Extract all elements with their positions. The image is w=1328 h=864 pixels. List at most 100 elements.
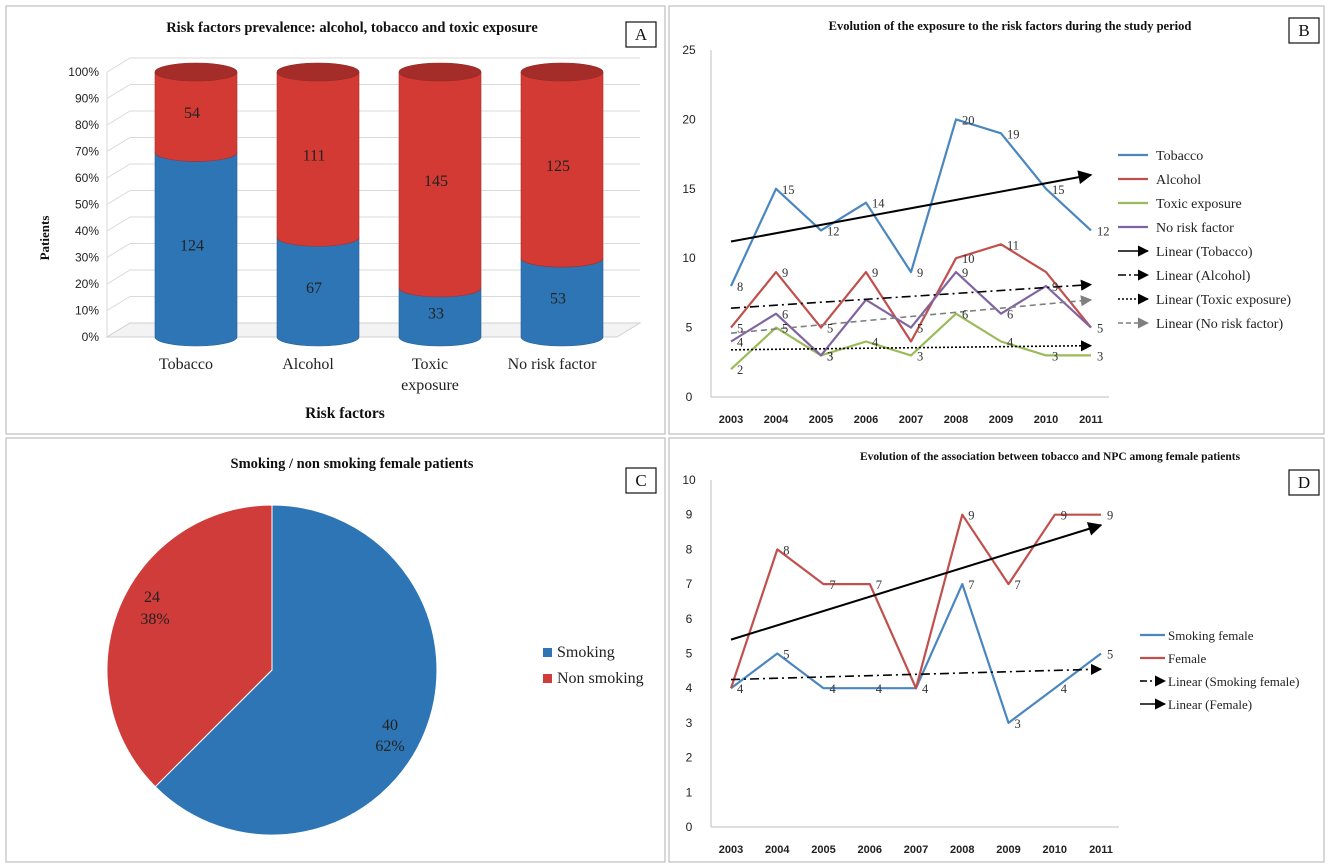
- y-tick-label: 90%: [75, 92, 99, 106]
- data-point-label: 5: [1107, 648, 1113, 662]
- y-tick-label: 100%: [68, 65, 99, 79]
- y-tick-label: 0: [686, 820, 693, 834]
- data-point-label: 9: [917, 266, 923, 280]
- panel-d-letter: D: [1298, 473, 1310, 492]
- data-point-label: 11: [1007, 238, 1019, 252]
- data-point-label: 9: [1107, 509, 1113, 523]
- data-point-label: 15: [782, 183, 795, 197]
- pie-slice-non-smoking: [106, 504, 273, 788]
- x-tick-label: 2008: [950, 844, 974, 856]
- legend-label: Female: [1168, 651, 1206, 666]
- data-point-label: 7: [876, 578, 882, 592]
- data-point-label: 8: [783, 543, 789, 557]
- data-point-label: 4: [1007, 335, 1014, 349]
- x-tick-label: 2006: [854, 414, 878, 426]
- data-point-label: 4: [922, 682, 929, 696]
- x-category-label: No risk factor: [508, 356, 598, 373]
- x-tick-label: 2004: [764, 414, 789, 426]
- data-point-label: 9: [1061, 509, 1067, 523]
- pie-slice-value-label: 24: [144, 589, 160, 606]
- data-point-label: 6: [782, 308, 788, 322]
- x-tick-label: 2007: [904, 844, 928, 856]
- panel-a-bar-chart: 0% 10% 20% 30% 40% 50% 60% 70% 80% 90% 100% 124 54 To…: [68, 57, 642, 394]
- panel-a-letter-box: [625, 21, 657, 48]
- legend-label: Toxic exposure: [1156, 197, 1242, 212]
- data-point-label: 5: [737, 322, 743, 336]
- data-point-label: 12: [827, 224, 840, 238]
- y-tick-label: 9: [686, 508, 693, 522]
- data-point-label: 5: [1097, 322, 1103, 336]
- panel-d-letter-box: [1288, 469, 1320, 496]
- y-tick-label: 15: [682, 182, 696, 196]
- data-point-label: 7: [830, 578, 836, 592]
- panel-c-letter-box: [625, 467, 657, 494]
- data-point-label: 4: [737, 335, 744, 349]
- x-tick-label: 2011: [1079, 414, 1103, 426]
- legend-label: Smoking female: [1168, 628, 1254, 643]
- bar-top-cap: [154, 62, 238, 82]
- panel-c-letter: C: [635, 471, 646, 490]
- y-tick-label: 1: [686, 785, 693, 799]
- legend-label: Alcohol: [1156, 173, 1201, 188]
- data-point-label: 14: [872, 197, 885, 211]
- data-point-label: 5: [917, 322, 923, 336]
- x-tick-label: 2010: [1043, 844, 1067, 856]
- x-tick-label: 2003: [719, 414, 743, 426]
- bar-top-cap: [276, 62, 360, 82]
- data-point-label: 4: [872, 335, 879, 349]
- trendline-linear-smoking-female-: [730, 663, 1103, 681]
- y-tick-label: 8: [686, 542, 693, 556]
- bar-value-label: 54: [184, 105, 200, 122]
- legend-label: No risk factor: [1156, 221, 1234, 236]
- panel-a-ylabel: Patients: [37, 216, 52, 261]
- bar-value-label: 67: [306, 280, 322, 297]
- legend-label: Linear (Alcohol): [1156, 269, 1251, 284]
- data-point-label: 9: [782, 266, 788, 280]
- y-gridline-depth: [106, 137, 131, 152]
- x-tick-label: 2007: [899, 414, 923, 426]
- data-point-label: 12: [1097, 224, 1110, 238]
- y-gridline-depth: [106, 190, 131, 205]
- data-point-label: 4: [830, 682, 837, 696]
- data-point-label: 10: [962, 252, 975, 266]
- y-tick-label: 0%: [82, 330, 100, 344]
- data-point-label: 8: [737, 280, 743, 294]
- y-gridline-depth: [106, 269, 131, 285]
- x-tick-label: 2003: [719, 844, 743, 856]
- legend-swatch: [543, 648, 552, 657]
- y-gridline-depth: [106, 110, 131, 126]
- panel-d-frame: [668, 437, 1325, 863]
- legend-label: Smoking: [557, 644, 615, 661]
- data-point-label: 6: [962, 308, 968, 322]
- y-tick-label: 80%: [75, 118, 99, 132]
- x-category-label: Tobacco: [159, 356, 213, 373]
- panel-c-title: Smoking / non smoking female patients: [231, 456, 474, 472]
- x-tick-label: 2004: [765, 844, 790, 856]
- panel-a-xlabel: Risk factors: [305, 405, 385, 422]
- data-point-label: 3: [827, 349, 833, 363]
- data-point-label: 3: [1015, 717, 1021, 731]
- y-tick-label: 10: [682, 251, 696, 265]
- x-tick-label: 2009: [989, 414, 1013, 426]
- bar-value-label: 124: [180, 238, 204, 255]
- panel-b-letter: B: [1298, 21, 1309, 40]
- legend-label: Tobacco: [1156, 149, 1203, 164]
- series-line-alcohol: [730, 243, 1092, 343]
- y-tick-label: 5: [686, 647, 693, 661]
- trendline-linear-alcohol-: [730, 279, 1093, 309]
- legend-label: Linear (Tobacco): [1156, 245, 1253, 260]
- legend-swatch: [543, 674, 552, 683]
- data-point-label: 3: [1097, 349, 1103, 363]
- data-point-label: 9: [968, 509, 974, 523]
- y-tick-label: 2: [686, 751, 693, 765]
- data-point-label: 15: [1052, 183, 1065, 197]
- y-tick-label: 6: [686, 612, 693, 626]
- x-category-label: Alcohol: [282, 356, 334, 373]
- data-point-label: 9: [962, 266, 968, 280]
- legend-label: Linear (Toxic exposure): [1156, 293, 1291, 308]
- series-line-female: [729, 513, 1101, 690]
- data-point-label: 4: [737, 682, 744, 696]
- panel-a-title: Risk factors prevalence: alcohol, tobacc…: [166, 20, 538, 36]
